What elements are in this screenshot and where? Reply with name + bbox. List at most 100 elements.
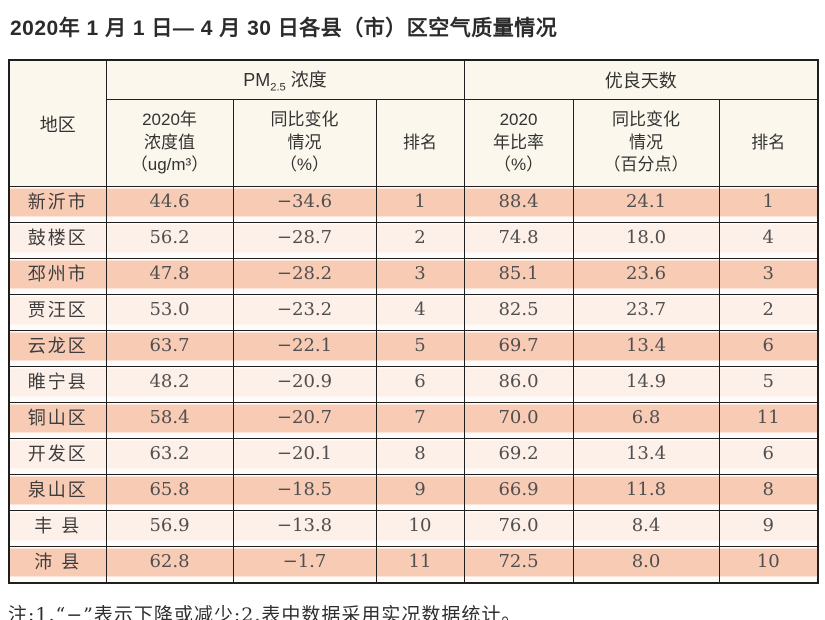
value-cell: 56.2 bbox=[105, 222, 234, 259]
value-cell: 2 bbox=[718, 294, 819, 331]
region-cell: 鼓楼区 bbox=[8, 222, 107, 259]
table-body: 新沂市 44.6 −34.6 1 88.4 24.1 1 鼓楼区 56.2 −28.7 2 74.8 1… bbox=[8, 186, 819, 584]
pm-suffix-label: 浓度 bbox=[290, 70, 327, 91]
value-cell: 88.4 bbox=[463, 186, 574, 223]
footnote: 注:1.“−”表示下降或减少;2.表中数据采用实况数据统计。 bbox=[8, 604, 522, 620]
value-cell: 69.2 bbox=[463, 438, 574, 475]
value-cell: 1 bbox=[718, 186, 819, 223]
value-cell: 8.0 bbox=[572, 546, 720, 584]
value-cell: −20.9 bbox=[232, 366, 377, 403]
value-cell: 3 bbox=[375, 258, 465, 295]
value-cell: 23.7 bbox=[572, 294, 720, 331]
value-cell: 63.7 bbox=[105, 330, 234, 367]
value-cell: 8.4 bbox=[572, 510, 720, 547]
value-cell: 85.1 bbox=[463, 258, 574, 295]
value-cell: 47.8 bbox=[105, 258, 234, 295]
value-cell: 44.6 bbox=[105, 186, 234, 223]
pm-label: PM bbox=[243, 70, 271, 91]
header-group-row: 地区 PM2.5 浓度 优良天数 bbox=[8, 59, 819, 187]
value-cell: 72.5 bbox=[463, 546, 574, 584]
header-days-yoy-change: 同比变化 情况 （百分点） bbox=[572, 99, 720, 187]
value-cell: 8 bbox=[375, 438, 465, 475]
value-cell: 7 bbox=[375, 402, 465, 439]
value-cell: −20.7 bbox=[232, 402, 377, 439]
table-row: 开发区 63.2 −20.1 8 69.2 13.4 6 bbox=[8, 438, 819, 475]
table-row: 鼓楼区 56.2 −28.7 2 74.8 18.0 4 bbox=[8, 222, 819, 259]
table-row: 云龙区 63.7 −22.1 5 69.7 13.4 6 bbox=[8, 330, 819, 367]
value-cell: 18.0 bbox=[572, 222, 720, 259]
header-sub-row: 2020年 浓度值 （ug/m³） 同比变化 情况 （%） 排名 2020 年比… bbox=[9, 99, 819, 187]
value-cell: 58.4 bbox=[105, 402, 234, 439]
value-cell: 1 bbox=[375, 186, 465, 223]
table-row: 贾汪区 53.0 −23.2 4 82.5 23.7 2 bbox=[8, 294, 819, 331]
value-cell: 10 bbox=[718, 546, 819, 584]
header-pm-rank: 排名 bbox=[375, 99, 465, 187]
value-cell: −22.1 bbox=[232, 330, 377, 367]
region-cell: 铜山区 bbox=[8, 402, 107, 439]
table-row: 丰 县 56.9 −13.8 10 76.0 8.4 9 bbox=[8, 510, 819, 547]
header-days-rank: 排名 bbox=[718, 99, 819, 187]
value-cell: 14.9 bbox=[572, 366, 720, 403]
header-pm25-group: PM2.5 浓度 bbox=[105, 59, 465, 100]
table-row: 睢宁县 48.2 −20.9 6 86.0 14.9 5 bbox=[8, 366, 819, 403]
value-cell: 10 bbox=[375, 510, 465, 547]
value-cell: 24.1 bbox=[572, 186, 720, 223]
value-cell: 11 bbox=[375, 546, 465, 584]
region-cell: 邳州市 bbox=[8, 258, 107, 295]
value-cell: 86.0 bbox=[463, 366, 574, 403]
page-title: 2020年 1 月 1 日— 4 月 30 日各县（市）区空气质量情况 bbox=[10, 17, 558, 40]
region-cell: 云龙区 bbox=[8, 330, 107, 367]
region-cell: 贾汪区 bbox=[8, 294, 107, 331]
value-cell: 74.8 bbox=[463, 222, 574, 259]
value-cell: −18.5 bbox=[232, 474, 377, 511]
value-cell: 9 bbox=[375, 474, 465, 511]
value-cell: 13.4 bbox=[572, 330, 720, 367]
value-cell: 56.9 bbox=[105, 510, 234, 547]
header-good-days-group: 优良天数 bbox=[463, 59, 819, 100]
value-cell: 6 bbox=[375, 366, 465, 403]
header-pm-yoy-change: 同比变化 情况 （%） bbox=[232, 99, 377, 187]
table-row: 铜山区 58.4 −20.7 7 70.0 6.8 11 bbox=[8, 402, 819, 439]
region-cell: 开发区 bbox=[8, 438, 107, 475]
value-cell: −23.2 bbox=[232, 294, 377, 331]
value-cell: −28.2 bbox=[232, 258, 377, 295]
value-cell: 6 bbox=[718, 330, 819, 367]
value-cell: −34.6 bbox=[232, 186, 377, 223]
value-cell: 66.9 bbox=[463, 474, 574, 511]
header-2020-concentration: 2020年 浓度值 （ug/m³） bbox=[105, 99, 234, 187]
value-cell: 3 bbox=[718, 258, 819, 295]
value-cell: 69.7 bbox=[463, 330, 574, 367]
value-cell: 82.5 bbox=[463, 294, 574, 331]
table-row: 沛 县 62.8 −1.7 11 72.5 8.0 10 bbox=[8, 546, 819, 584]
table-row: 邳州市 47.8 −28.2 3 85.1 23.6 3 bbox=[8, 258, 819, 295]
table-row: 泉山区 65.8 −18.5 9 66.9 11.8 8 bbox=[8, 474, 819, 511]
air-quality-table: 地区 PM2.5 浓度 优良天数 2020年 浓度值 （ug/m³） 同比变化 情… bbox=[8, 59, 820, 584]
value-cell: 63.2 bbox=[105, 438, 234, 475]
region-cell: 睢宁县 bbox=[8, 366, 107, 403]
value-cell: 6 bbox=[718, 438, 819, 475]
value-cell: 8 bbox=[718, 474, 819, 511]
value-cell: 5 bbox=[718, 366, 819, 403]
value-cell: 62.8 bbox=[105, 546, 234, 584]
value-cell: 23.6 bbox=[572, 258, 720, 295]
value-cell: −13.8 bbox=[232, 510, 377, 547]
value-cell: −20.1 bbox=[232, 438, 377, 475]
value-cell: 11.8 bbox=[572, 474, 720, 511]
value-cell: 4 bbox=[718, 222, 819, 259]
value-cell: 53.0 bbox=[105, 294, 234, 331]
value-cell: 48.2 bbox=[105, 366, 234, 403]
region-cell: 丰 县 bbox=[8, 510, 107, 547]
value-cell: 5 bbox=[375, 330, 465, 367]
table-row: 新沂市 44.6 −34.6 1 88.4 24.1 1 bbox=[8, 186, 819, 223]
value-cell: 11 bbox=[718, 402, 819, 439]
region-cell: 沛 县 bbox=[8, 546, 107, 584]
region-cell: 新沂市 bbox=[8, 186, 107, 223]
value-cell: 6.8 bbox=[572, 402, 720, 439]
value-cell: 13.4 bbox=[572, 438, 720, 475]
value-cell: 9 bbox=[718, 510, 819, 547]
header-region: 地区 bbox=[8, 59, 107, 187]
region-cell: 泉山区 bbox=[8, 474, 107, 511]
value-cell: 2 bbox=[375, 222, 465, 259]
header-2020-ratio: 2020 年比率 （%） bbox=[463, 99, 574, 187]
